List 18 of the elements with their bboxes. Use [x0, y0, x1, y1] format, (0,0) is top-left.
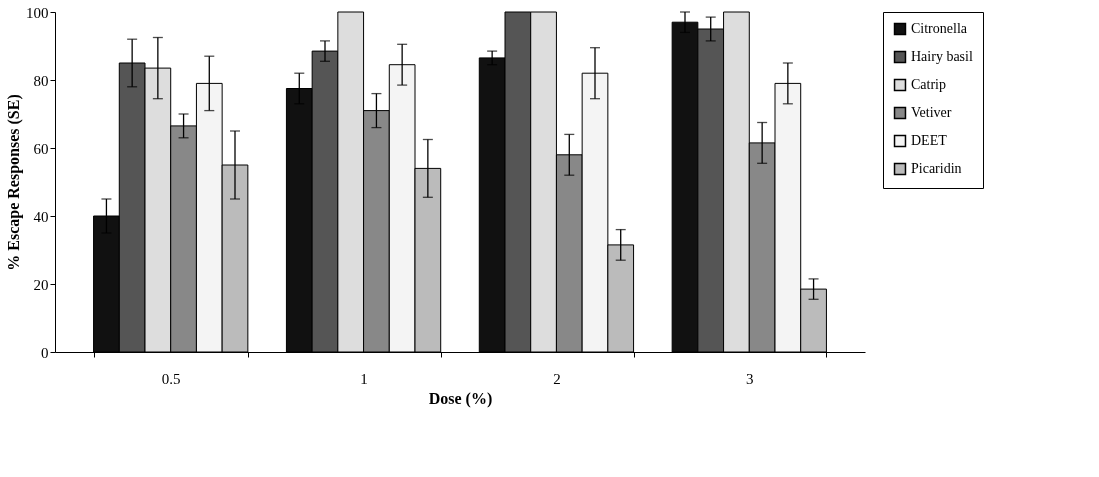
y-tick-label: 80	[33, 72, 49, 89]
y-tick-label: 0	[41, 344, 49, 361]
legend-label: Hairy basil	[911, 49, 973, 64]
x-axis-title: Dose (%)	[428, 389, 493, 408]
legend-label: Catrip	[911, 77, 946, 92]
legend-label: DEET	[911, 133, 948, 148]
x-tick-label: 1	[360, 370, 368, 387]
y-tick-label: 40	[33, 208, 49, 225]
legend-label: Citronella	[911, 21, 968, 36]
y-tick-label: 60	[33, 140, 49, 157]
legend-label: Vetiver	[911, 105, 952, 120]
x-tick-label: 3	[746, 370, 754, 387]
y-tick-label: 100	[26, 4, 49, 21]
x-tick-label: 0.5	[161, 370, 181, 387]
x-tick-label: 2	[553, 370, 561, 387]
y-axis-title: % Escape Responses (SE)	[5, 94, 23, 271]
legend-label: Picaridin	[911, 161, 962, 176]
y-tick-label: 20	[33, 276, 49, 293]
